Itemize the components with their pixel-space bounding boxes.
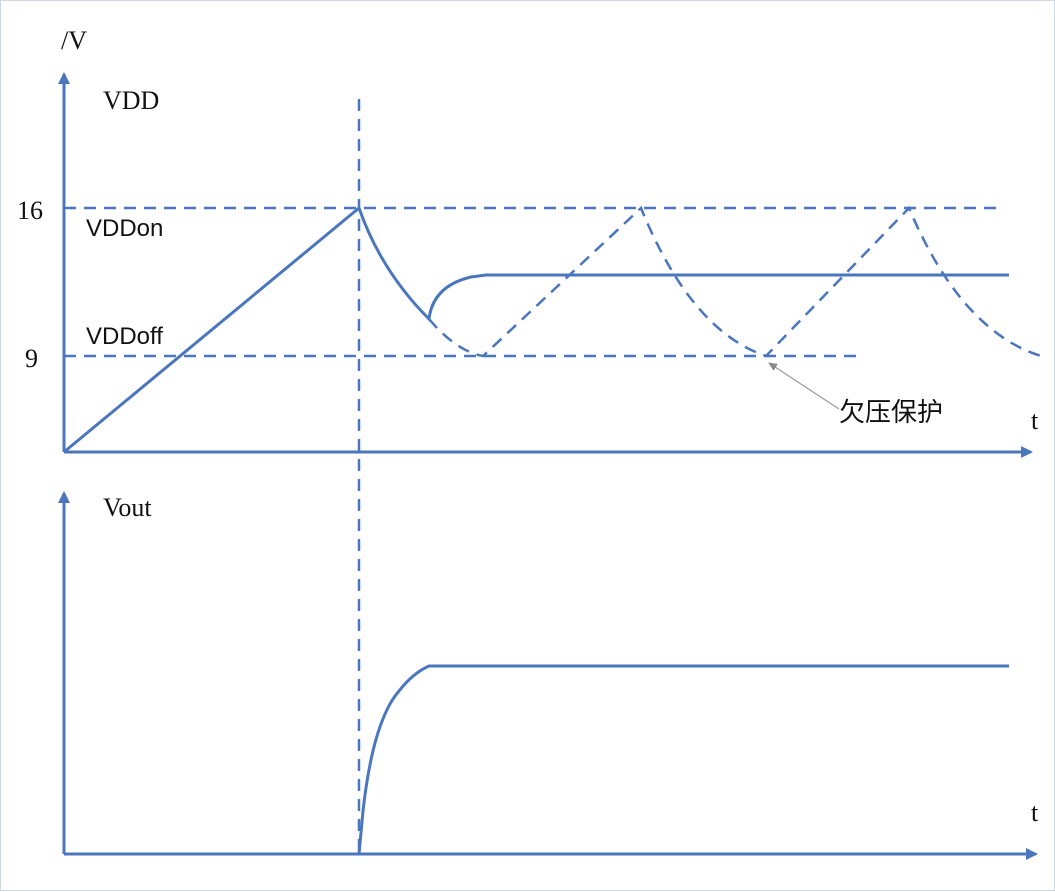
y-unit-label: /V <box>61 26 87 55</box>
vddon-name-label: VDDon <box>86 215 163 242</box>
vddon-value-label: 16 <box>17 196 43 225</box>
top-x-axis-label: t <box>1031 406 1039 435</box>
vout-waveform <box>357 664 1009 855</box>
uvlo-annotation: 欠压保护 <box>839 397 943 427</box>
annotation-leader-line <box>768 362 840 410</box>
vdd-normal-waveform <box>63 205 1009 454</box>
bottom-x-axis-label: t <box>1031 798 1039 827</box>
vddoff-name-label: VDDoff <box>86 323 163 350</box>
vdd-signal-label: VDD <box>103 86 159 115</box>
vddoff-value-label: 9 <box>25 344 38 373</box>
vdd-uvlo-waveform <box>428 205 1042 358</box>
vout-signal-label: Vout <box>103 493 152 522</box>
